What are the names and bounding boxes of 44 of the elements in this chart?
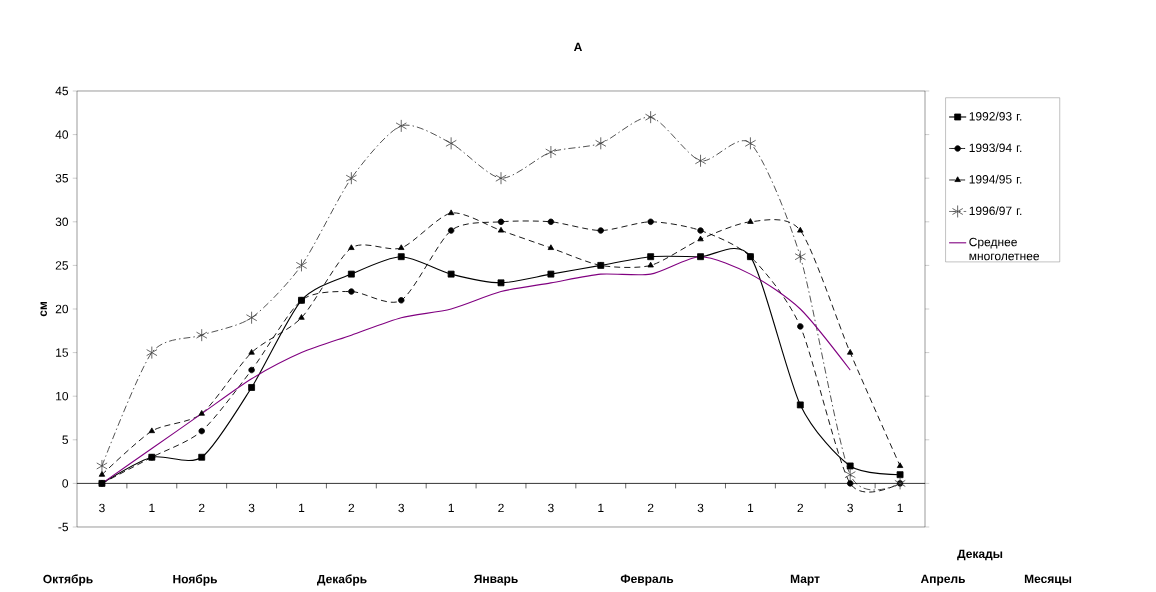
x-tick-label: 1 — [897, 503, 903, 512]
y-tick-label: 15 — [56, 348, 69, 357]
x-tick-label: 3 — [99, 503, 105, 513]
y-axis-title: см — [40, 302, 47, 317]
x-axis-title: Декады — [957, 549, 1003, 561]
x-tick-label: 3 — [697, 503, 704, 513]
x-tick-label: 3 — [847, 503, 853, 513]
x-tick-label: 1 — [747, 503, 754, 512]
x-tick-label: 3 — [548, 503, 554, 513]
text: Март — [790, 574, 820, 586]
text: Январь — [473, 574, 518, 586]
x-tick-label: 1 — [149, 503, 155, 512]
y-tick-label: 40 — [55, 130, 69, 139]
text: Октябрь — [43, 574, 93, 586]
y-tick-label: -5 — [58, 522, 69, 532]
x-tick-label: 2 — [198, 503, 205, 513]
legend-label: 1993/94 г. — [969, 143, 1022, 153]
chart-title: A — [573, 42, 583, 52]
legend-label: 1994/95 г. — [969, 174, 1022, 184]
text: Месяцы — [1024, 574, 1072, 586]
y-tick-label: 20 — [55, 304, 69, 314]
x-tick-label: 2 — [348, 503, 355, 513]
x-tick-label: 2 — [647, 503, 654, 513]
legend-label: 1992/93 г. — [969, 111, 1022, 121]
legend-label: Среднее многолетнее — [969, 237, 1040, 261]
x-tick-label: 1 — [448, 503, 454, 512]
x-tick-label: 1 — [299, 503, 305, 512]
y-tick-label: 25 — [55, 261, 69, 270]
x-tick-label: 3 — [248, 503, 255, 513]
x-tick-label: 3 — [398, 503, 405, 513]
text: Февраль — [620, 574, 674, 586]
y-tick-label: 5 — [62, 435, 69, 444]
legend-label: 1996/97 г. — [969, 206, 1022, 216]
text: Декабрь — [317, 574, 367, 586]
y-tick-label: 0 — [62, 479, 69, 488]
y-tick-label: 45 — [55, 86, 69, 96]
y-tick-label: 30 — [55, 217, 69, 227]
x-tick-label: 1 — [598, 503, 604, 512]
y-tick-label: 10 — [56, 391, 69, 401]
x-tick-label: 2 — [797, 503, 804, 513]
y-tick-label: 35 — [55, 173, 69, 183]
text: Апрель — [920, 574, 965, 586]
x-tick-label: 2 — [498, 503, 504, 513]
text: Ноябрь — [173, 574, 217, 586]
